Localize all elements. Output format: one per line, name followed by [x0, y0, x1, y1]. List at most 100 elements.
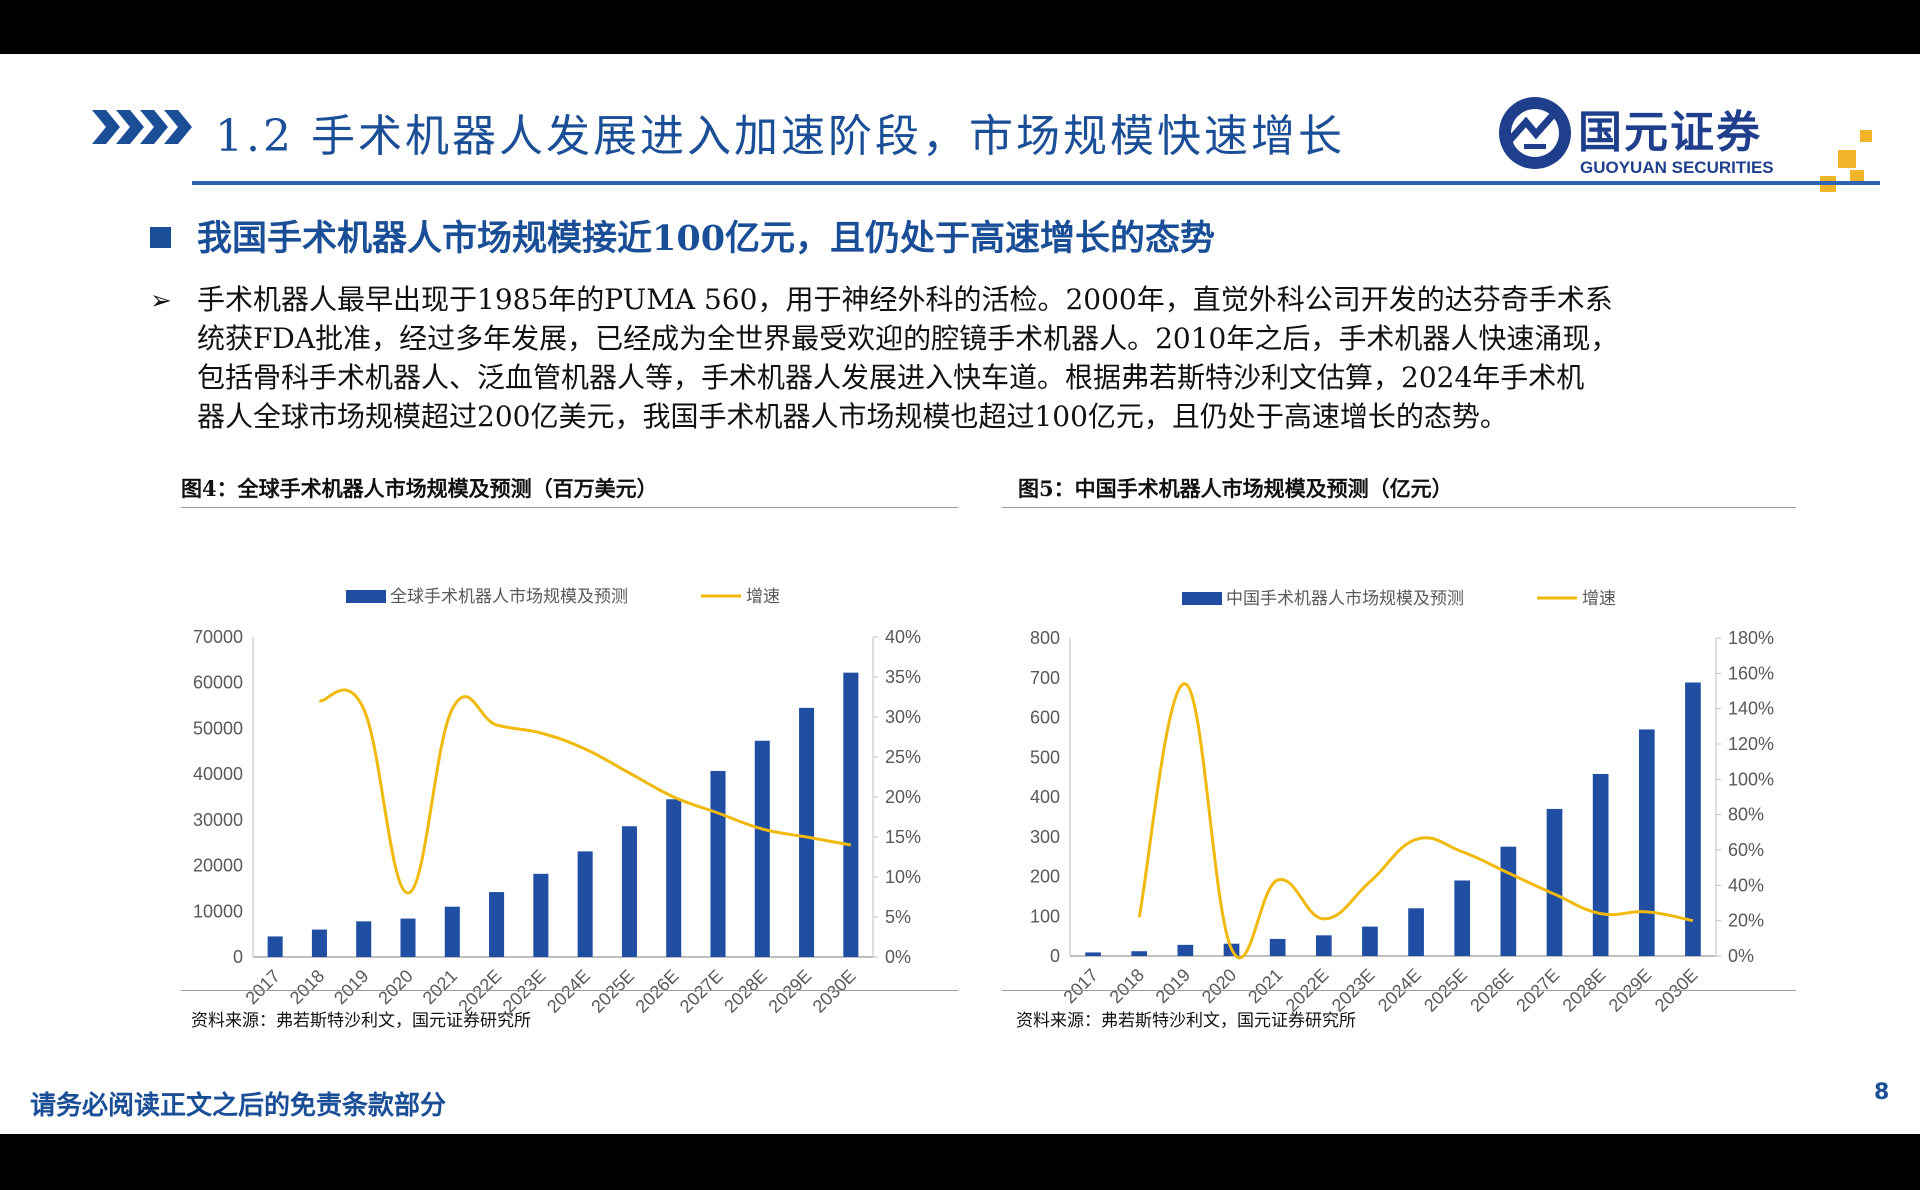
bar	[1592, 773, 1609, 956]
y-right-tick-label: 60%	[1728, 840, 1764, 860]
y-left-tick-label: 60000	[193, 673, 243, 693]
bar	[311, 929, 327, 957]
y-left-tick-label: 700	[1030, 668, 1060, 688]
growth-line	[319, 688, 852, 895]
x-tick-label: 2017	[242, 966, 284, 1008]
y-right-tick-label: 20%	[1728, 911, 1764, 931]
y-right-tick-label: 25%	[885, 747, 921, 767]
logo-cn-text: 国元证券	[1578, 107, 1762, 158]
y-left-tick-label: 400	[1030, 787, 1060, 807]
x-tick-label: 2018	[286, 966, 328, 1008]
bar	[356, 921, 372, 957]
x-tick-label: 2020	[374, 966, 416, 1008]
x-tick-label: 2024E	[543, 966, 594, 1017]
figure-5-source: 资料来源：弗若斯特沙利文，国元证券研究所	[1016, 1011, 1356, 1031]
y-right-tick-label: 35%	[885, 667, 921, 687]
figure-4-title: 图4：全球手术机器人市场规模及预测（百万美元）	[181, 476, 658, 501]
y-right-tick-label: 140%	[1728, 699, 1774, 719]
bar	[1177, 944, 1194, 956]
legend-line-label: 增速	[746, 587, 780, 607]
bar	[799, 707, 815, 957]
y-right-tick-label: 15%	[885, 827, 921, 847]
bar	[577, 851, 593, 957]
logo-en-text: GUOYUAN SECURITIES	[1580, 158, 1774, 177]
x-tick-label: 2020	[1198, 965, 1240, 1007]
figure-4-source: 资料来源：弗若斯特沙利文，国元证券研究所	[191, 1011, 531, 1031]
y-right-tick-label: 180%	[1728, 628, 1774, 648]
slide-title: 1.2 手术机器人发展进入加速阶段，市场规模快速增长	[215, 111, 1345, 162]
x-tick-label: 2019	[1152, 965, 1194, 1007]
x-tick-label: 2030E	[809, 966, 860, 1017]
bar	[489, 892, 505, 957]
bar	[666, 799, 682, 957]
body-paragraph: 手术机器人最早出现于1985年的PUMA 560，用于神经外科的活检。2000年…	[197, 280, 1777, 436]
bar	[754, 740, 770, 957]
figure-5-bottom-rule	[1002, 990, 1796, 991]
y-left-tick-label: 0	[1050, 946, 1060, 966]
legend-bar-swatch	[1182, 592, 1222, 605]
x-tick-label: 2021	[1244, 965, 1286, 1007]
y-right-tick-label: 0%	[1728, 946, 1754, 966]
y-right-tick-label: 10%	[885, 867, 921, 887]
x-tick-label: 2027E	[676, 966, 727, 1017]
x-tick-label: 2017	[1059, 965, 1101, 1007]
paragraph-line: 统获FDA批准，经过多年发展，已经成为全世界最受欢迎的腔镜手术机器人。2010年…	[197, 322, 1619, 355]
bar	[843, 672, 859, 957]
bar	[710, 770, 726, 957]
y-left-tick-label: 200	[1030, 867, 1060, 887]
x-tick-label: 2029E	[764, 966, 815, 1017]
bar	[1131, 951, 1148, 956]
y-left-tick-label: 300	[1030, 827, 1060, 847]
y-left-tick-label: 500	[1030, 747, 1060, 767]
guoyuan-logo: 国元证券 GUOYUAN SECURITIES	[1496, 92, 1888, 202]
y-left-tick-label: 0	[233, 947, 243, 967]
subheading: 我国手术机器人市场规模接近100亿元，且仍处于高速增长的态势	[150, 210, 1215, 261]
y-right-tick-label: 20%	[885, 787, 921, 807]
y-left-tick-label: 100	[1030, 906, 1060, 926]
growth-line	[1137, 682, 1694, 960]
figure-5-top-rule	[1002, 507, 1796, 508]
y-left-tick-label: 70000	[193, 627, 243, 647]
bar	[267, 936, 283, 957]
legend-line-label: 增速	[1582, 589, 1616, 609]
y-right-tick-label: 100%	[1728, 769, 1774, 789]
legend-bar-label: 中国手术机器人市场规模及预测	[1226, 589, 1464, 609]
x-tick-label: 2019	[330, 966, 372, 1008]
y-left-tick-label: 20000	[193, 856, 243, 876]
logo-star-icon	[1820, 130, 1872, 192]
bar	[1362, 926, 1378, 956]
y-right-tick-label: 0%	[885, 947, 911, 967]
x-tick-label: 2018	[1106, 965, 1148, 1007]
disclaimer: 请务必阅读正文之后的免责条款部分	[30, 1091, 447, 1121]
y-left-tick-label: 50000	[193, 718, 243, 738]
x-tick-label: 2026E	[632, 966, 683, 1017]
slide: 1.2 手术机器人发展进入加速阶段，市场规模快速增长 国元证券 GUOYUAN …	[0, 54, 1920, 1134]
chart-global-market: 全球手术机器人市场规模及预测 增速 0 10000 20000 30000 40000 500…	[193, 587, 921, 1017]
bar	[1454, 880, 1471, 956]
title-chevrons-icon	[92, 110, 192, 144]
bar	[533, 873, 549, 957]
y-right-tick-label: 160%	[1728, 663, 1774, 683]
x-tick-label: 2028E	[720, 966, 771, 1017]
page-number: 8	[1874, 1080, 1890, 1105]
y-right-tick-label: 40%	[885, 627, 921, 647]
y-right-tick-label: 120%	[1728, 734, 1774, 754]
square-bullet-icon	[150, 227, 171, 248]
y-right-tick-label: 40%	[1728, 875, 1764, 895]
bar	[1085, 952, 1101, 956]
bar	[1269, 938, 1286, 956]
logo-emblem-icon	[1499, 97, 1571, 169]
bar	[1315, 935, 1332, 956]
y-right-tick-label: 5%	[885, 907, 911, 927]
title-rule	[192, 181, 1880, 185]
y-right-tick-label: 80%	[1728, 805, 1764, 825]
paragraph-line: 手术机器人最早出现于1985年的PUMA 560，用于神经外科的活检。2000年…	[197, 283, 1613, 316]
y-left-tick-label: 800	[1030, 628, 1060, 648]
arrow-bullet-icon: ➢	[150, 286, 172, 316]
x-tick-label: 2025E	[587, 966, 638, 1017]
figure-4-top-rule	[181, 507, 958, 508]
bar	[1546, 808, 1563, 956]
y-left-tick-label: 40000	[193, 764, 243, 784]
bar	[1638, 729, 1655, 956]
y-left-tick-label: 10000	[193, 901, 243, 921]
